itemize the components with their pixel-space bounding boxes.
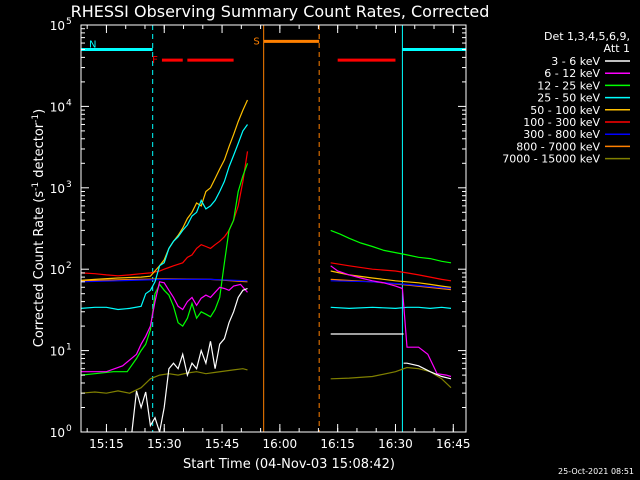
legend-label-6: 300 - 800 keV [523,128,600,141]
legend-label-3: 25 - 50 keV [537,92,600,105]
series-5-segment-0 [80,151,249,277]
y-tick-label-4: 10 [50,100,65,114]
x-tick-label-2: 15:45 [205,437,240,451]
y-tick-exponent-1: 1 [66,343,72,353]
y-tick-label-1: 10 [50,345,65,359]
series-6-segment-1 [330,280,452,290]
y-tick-label-3: 10 [50,182,65,196]
series-1-segment-0 [81,281,248,373]
y-tick-label-2: 10 [50,263,65,277]
x-tick-label-4: 16:15 [320,437,355,451]
x-tick-label-5: 16:30 [378,437,413,451]
y-tick-label-0: 10 [50,426,65,440]
generation-timestamp: 25-Oct-2021 08:51 [558,467,634,476]
series-4-segment-0 [80,99,249,281]
y-tick-exponent-2: 2 [66,261,72,271]
legend-label-0: 3 - 6 keV [551,55,600,68]
y-tick-exponent-3: 3 [66,180,72,190]
y-tick-exponent-4: 4 [66,98,72,108]
x-tick-label-6: 16:45 [436,437,471,451]
legend-label-8: 7000 - 15000 keV [502,153,600,166]
x-tick-label-3: 16:00 [263,437,298,451]
x-axis-label: Start Time (04-Nov-03 15:08:42) [183,457,395,472]
legend-label-1: 6 - 12 keV [544,67,600,80]
y-tick-label-5: 10 [50,19,65,33]
y-axis-label: Corrected Count Rate (s-1 detector-1) [31,109,47,347]
series-3-segment-0 [80,124,248,311]
x-tick-label-0: 15:15 [89,437,124,451]
chart-title: RHESSI Observing Summary Count Rates, Co… [71,2,490,21]
series-1-segment-1 [330,265,452,378]
x-tick-label-1: 15:30 [147,437,182,451]
y-tick-exponent-0: 0 [66,424,72,434]
legend-header-line-2: Att 1 [604,42,630,55]
series-4-segment-1 [330,270,452,288]
series-6-segment-0 [80,278,248,283]
flag-label-n: N [89,40,96,51]
series-2-segment-0 [80,163,249,376]
plot-frame [80,24,467,433]
y-tick-exponent-5: 5 [66,17,72,27]
legend-label-4: 50 - 100 keV [530,104,600,117]
legend-label-2: 12 - 25 keV [537,79,600,92]
flag-label-s: S [253,36,259,47]
series-3-segment-1 [330,306,452,310]
flag-label-f: F [152,55,158,66]
series-5-segment-1 [330,262,452,282]
series-2-segment-1 [330,229,452,264]
series-0-segment-2 [403,362,452,380]
legend-label-5: 100 - 300 keV [523,116,600,129]
legend-label-7: 800 - 7000 keV [516,140,600,153]
series-0-segment-0 [131,287,248,433]
plot-area: N F S [80,25,467,433]
series-8-segment-0 [80,368,248,394]
series-8-segment-1 [330,366,452,389]
legend-header-line-1: Det 1,3,4,5,6,9, [544,30,630,43]
